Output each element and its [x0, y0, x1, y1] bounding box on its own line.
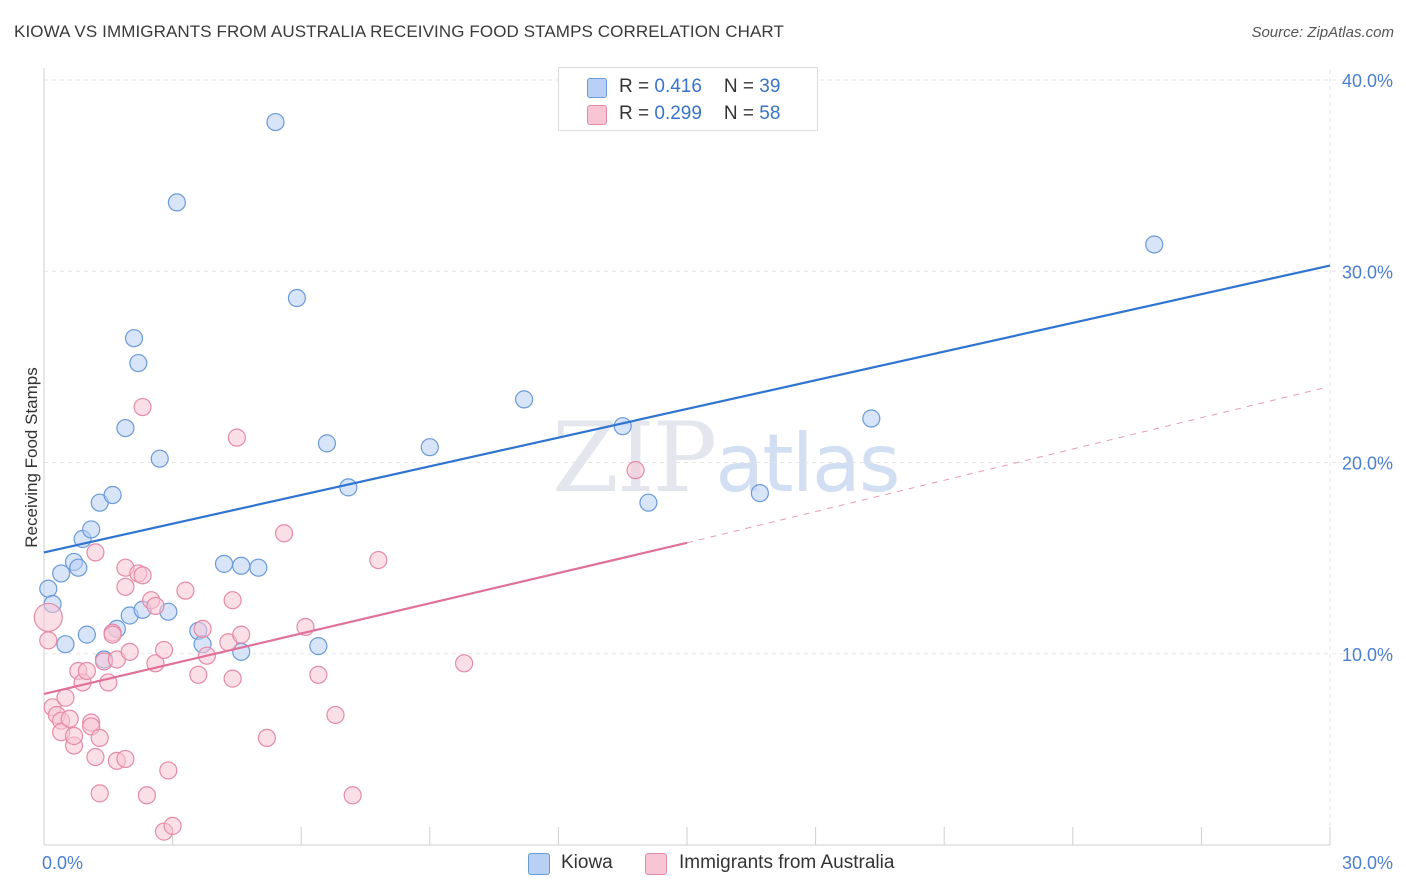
x-tick-label: 0.0%	[42, 853, 83, 873]
data-point-australia	[257, 728, 277, 748]
data-point-australia	[60, 709, 79, 728]
data-point-australia	[274, 524, 294, 543]
data-point-australia	[77, 661, 96, 681]
data-point-australia	[343, 786, 362, 805]
n-label: N =	[723, 76, 760, 97]
data-point-kiowa	[56, 635, 75, 654]
data-point-australia	[146, 596, 165, 616]
data-point-kiowa	[124, 329, 144, 348]
data-point-kiowa	[77, 625, 96, 644]
data-point-australia	[133, 566, 152, 585]
data-point-australia	[309, 665, 328, 684]
data-point-australia	[626, 461, 645, 480]
r-label: R =	[619, 76, 655, 97]
stats-legend: R = 0.416 N = 39 R = 0.299 N = 58	[558, 67, 818, 131]
data-point-australia	[56, 688, 75, 707]
n-value: 39	[759, 76, 781, 97]
r-value: 0.299	[654, 103, 702, 124]
series-legend: Kiowa Immigrants from Australia	[528, 852, 928, 876]
data-point-australia	[86, 543, 105, 562]
y-tick-label: 20.0%	[1342, 454, 1393, 474]
y-tick-label: 40.0%	[1342, 71, 1393, 91]
data-point-australia	[193, 619, 212, 638]
data-point-australia	[116, 749, 135, 769]
data-point-australia	[137, 786, 156, 805]
data-point-australia	[223, 591, 242, 610]
australia-swatch	[587, 105, 607, 125]
kiowa-swatch	[587, 78, 607, 98]
legend-australia-swatch	[645, 853, 667, 875]
data-point-kiowa	[103, 485, 122, 505]
data-point-kiowa	[317, 434, 337, 453]
data-point-australia	[86, 747, 105, 767]
data-point-australia	[189, 665, 208, 684]
data-point-australia	[159, 761, 178, 780]
data-point-kiowa	[309, 636, 328, 656]
r-value: 0.416	[654, 76, 702, 97]
data-point-kiowa	[69, 558, 88, 577]
series-kiowa-points	[39, 112, 1164, 669]
data-point-kiowa	[116, 418, 135, 438]
stats-text-kiowa: R = 0.416 N = 39	[619, 76, 780, 98]
series-australia-points	[33, 397, 645, 841]
stats-text-australia: R = 0.299 N = 58	[619, 103, 780, 125]
data-point-australia	[369, 550, 388, 570]
data-point-kiowa	[287, 288, 307, 308]
data-point-australia	[90, 728, 109, 748]
data-point-kiowa	[82, 520, 101, 539]
chart-title: KIOWA VS IMMIGRANTS FROM AUSTRALIA RECEI…	[14, 22, 784, 41]
legend-kiowa-swatch	[528, 853, 550, 875]
legend-australia-label: Immigrants from Australia	[679, 852, 895, 873]
data-point-kiowa	[52, 564, 71, 583]
data-point-kiowa	[39, 579, 58, 598]
n-label: N =	[723, 103, 760, 124]
data-point-australia	[33, 602, 63, 633]
data-point-australia	[116, 577, 135, 596]
data-point-australia	[39, 631, 58, 650]
data-point-kiowa	[339, 478, 358, 497]
data-point-australia	[227, 428, 246, 447]
data-point-kiowa	[129, 353, 148, 373]
data-point-australia	[154, 640, 174, 660]
data-point-kiowa	[639, 493, 658, 512]
data-point-kiowa	[862, 409, 881, 428]
data-point-kiowa	[249, 558, 268, 577]
data-point-kiowa	[167, 193, 186, 212]
data-point-australia	[64, 726, 84, 746]
r-label: R =	[619, 103, 655, 124]
y-tick-label: 10.0%	[1342, 645, 1393, 665]
data-point-australia	[133, 397, 152, 417]
data-point-australia	[454, 654, 474, 673]
data-point-kiowa	[750, 484, 769, 503]
n-value: 58	[759, 103, 781, 124]
y-axis-label: Receiving Food Stamps	[22, 367, 41, 547]
data-point-australia	[103, 625, 122, 644]
data-point-kiowa	[515, 390, 534, 409]
data-point-australia	[326, 705, 345, 725]
data-point-kiowa	[1145, 235, 1164, 254]
legend-kiowa-label: Kiowa	[561, 852, 613, 873]
data-point-kiowa	[232, 556, 251, 575]
trend-line-australia	[43, 541, 688, 695]
data-point-australia	[90, 784, 109, 803]
y-tick-label: 30.0%	[1342, 262, 1393, 282]
source-credit: Source: ZipAtlas.com	[1251, 24, 1394, 41]
data-point-australia	[163, 816, 182, 835]
data-point-kiowa	[150, 449, 169, 468]
data-point-kiowa	[214, 554, 234, 573]
x-tick-label: 30.0%	[1342, 853, 1393, 873]
data-point-australia	[176, 581, 195, 600]
watermark-atlas: atlas	[715, 417, 900, 510]
trend-line-kiowa	[43, 264, 1331, 554]
trend-extension-australia	[686, 387, 1325, 544]
data-point-australia	[120, 642, 139, 661]
data-point-australia	[223, 669, 242, 688]
data-point-kiowa	[420, 438, 439, 457]
data-point-kiowa	[266, 112, 285, 132]
data-point-australia	[232, 625, 251, 644]
data-point-kiowa	[613, 417, 632, 436]
